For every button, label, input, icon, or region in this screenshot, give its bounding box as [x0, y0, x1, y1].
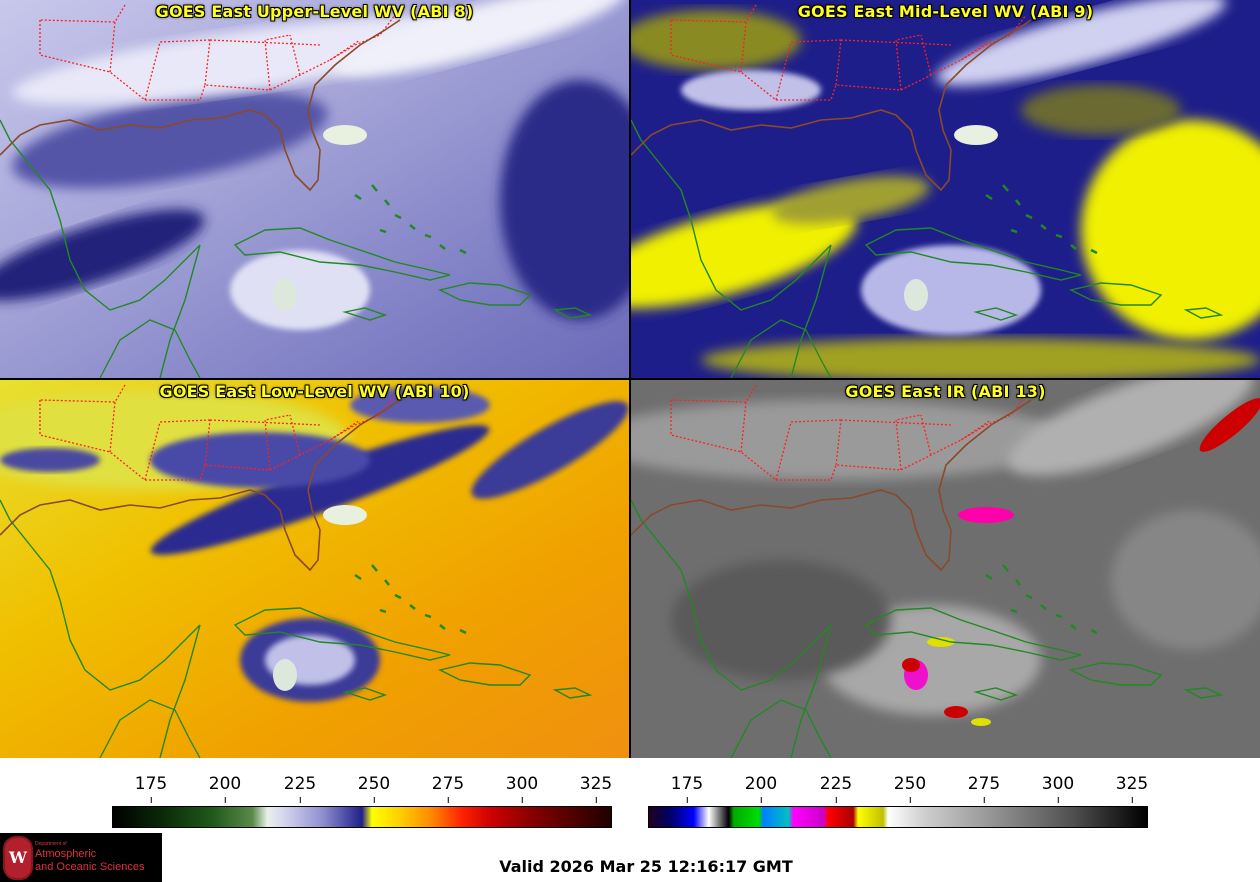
tick-label: 275: [968, 774, 1000, 803]
wv-colorbar-ticks: 175 200 225 250 275 300 325: [112, 774, 612, 806]
tick-label: 225: [284, 774, 316, 803]
upper-level-wv-image: [0, 0, 629, 378]
aos-logo: W Department of Atmospheric and Oceanic …: [0, 833, 162, 882]
low-level-wv-image: [0, 380, 629, 758]
logo-department: Department of: [35, 841, 67, 847]
logo-line-2: and Oceanic Sciences: [35, 861, 145, 873]
valid-time-label: Valid 2026 Mar 25 12:16:17 GMT: [499, 857, 793, 876]
tick-label: 250: [358, 774, 390, 803]
tick-label: 225: [820, 774, 852, 803]
panel-title: GOES East Upper-Level WV (ABI 8): [155, 2, 474, 21]
tick-label: 175: [671, 774, 703, 803]
panel-title: GOES East Mid-Level WV (ABI 9): [797, 2, 1094, 21]
tick-label: 250: [894, 774, 926, 803]
panel-mid-level-wv: GOES East Mid-Level WV (ABI 9): [631, 0, 1260, 378]
panel-low-level-wv: GOES East Low-Level WV (ABI 10): [0, 380, 629, 758]
tick-label: 300: [506, 774, 538, 803]
uw-seal-icon: W: [3, 836, 33, 880]
tick-label: 175: [135, 774, 167, 803]
panel-title: GOES East Low-Level WV (ABI 10): [159, 382, 470, 401]
wv-colorbar: [112, 806, 612, 828]
tick-label: 200: [745, 774, 777, 803]
logo-line-1: Atmospheric: [35, 848, 97, 860]
panel-title: GOES East IR (ABI 13): [845, 382, 1046, 401]
ir-colorbar: [648, 806, 1148, 828]
tick-label: 300: [1042, 774, 1074, 803]
panel-upper-level-wv: GOES East Upper-Level WV (ABI 8): [0, 0, 629, 378]
ir-colorbar-ticks: 175 200 225 250 275 300 325: [648, 774, 1148, 806]
panel-ir: GOES East IR (ABI 13): [631, 380, 1260, 758]
tick-label: 325: [1116, 774, 1148, 803]
tick-label: 275: [432, 774, 464, 803]
panel-divider-horizontal: [0, 378, 1260, 380]
tick-label: 200: [209, 774, 241, 803]
ir-image: [631, 380, 1260, 758]
tick-label: 325: [580, 774, 612, 803]
mid-level-wv-image: [631, 0, 1260, 378]
